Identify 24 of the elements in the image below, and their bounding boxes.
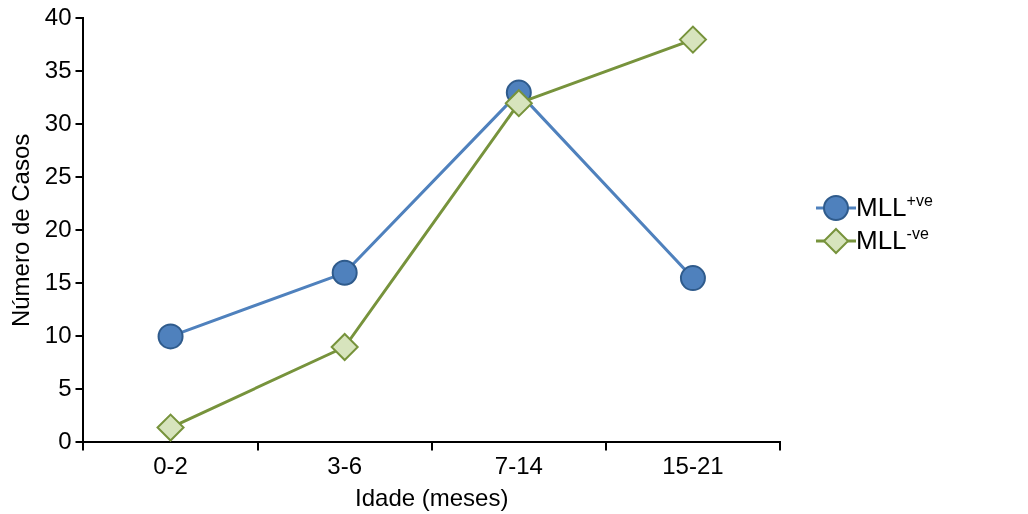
y-tick-label: 25	[44, 162, 72, 190]
x-axis-title: Idade (meses)	[355, 484, 509, 512]
point	[678, 25, 707, 54]
x-tick-label: 0-2	[153, 452, 188, 480]
y-tick-label: 0	[58, 427, 72, 455]
point	[156, 413, 185, 442]
y-axis-title: Número de Casos	[7, 133, 35, 328]
y-tick-label: 30	[44, 109, 72, 137]
point	[157, 323, 184, 350]
point	[331, 259, 358, 286]
y-tick-label: 20	[44, 215, 72, 243]
y-tick-label: 35	[44, 56, 72, 84]
point	[330, 333, 359, 361]
y-tick-label: 5	[58, 374, 72, 402]
y-tick-label: 15	[44, 268, 72, 296]
y-tick-label: 40	[44, 3, 72, 31]
legend-label: MLL$^{+ve}$	[856, 192, 933, 223]
x-tick-label: 15-21	[662, 452, 724, 480]
legend-label: MLL$^{-ve}$	[856, 225, 929, 256]
y-tick-label: 10	[44, 321, 72, 349]
point	[679, 265, 706, 292]
point	[504, 89, 533, 118]
x-tick-label: 3-6	[327, 452, 363, 480]
x-tick-label: 7-14	[494, 452, 543, 480]
